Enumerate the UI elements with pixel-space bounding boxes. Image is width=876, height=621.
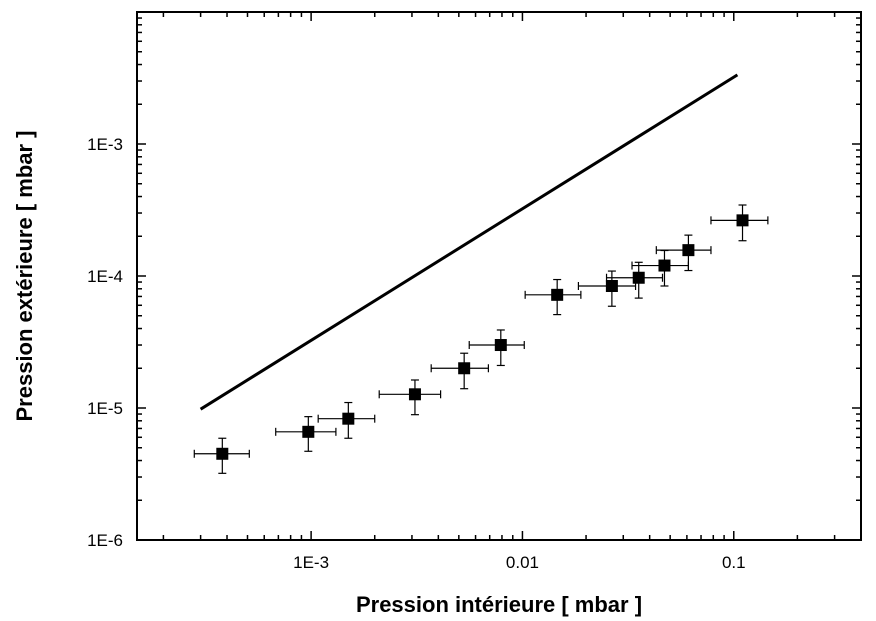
data-point (605, 279, 618, 292)
data-point (658, 259, 671, 272)
data-point (342, 412, 355, 425)
data-point (302, 425, 315, 438)
plot-frame (136, 11, 862, 541)
reference-line (199, 73, 739, 411)
x-tick-label: 0.01 (506, 553, 539, 572)
x-axis-title: Pression intérieure [ mbar ] (356, 592, 642, 617)
plot-group (193, 73, 769, 474)
x-tick-label: 0.1 (722, 553, 746, 572)
y-tick-label: 1E-3 (87, 135, 123, 154)
y-tick-label: 1E-6 (87, 531, 123, 550)
data-point (458, 362, 471, 375)
data-point (216, 447, 229, 460)
y-axis-title: Pression extérieure [ mbar ] (12, 130, 37, 421)
x-tick-label: 1E-3 (293, 553, 329, 572)
data-point (408, 388, 421, 401)
data-point (494, 339, 507, 352)
data-point (632, 271, 645, 284)
y-tick-label: 1E-5 (87, 399, 123, 418)
data-point (682, 244, 695, 257)
data-point (736, 214, 749, 227)
y-tick-label: 1E-4 (87, 267, 123, 286)
data-point (551, 288, 564, 301)
axes-group: 1E-3 0.01 0.1 1E-6 1E-5 1E-4 1E-3 (87, 11, 862, 572)
